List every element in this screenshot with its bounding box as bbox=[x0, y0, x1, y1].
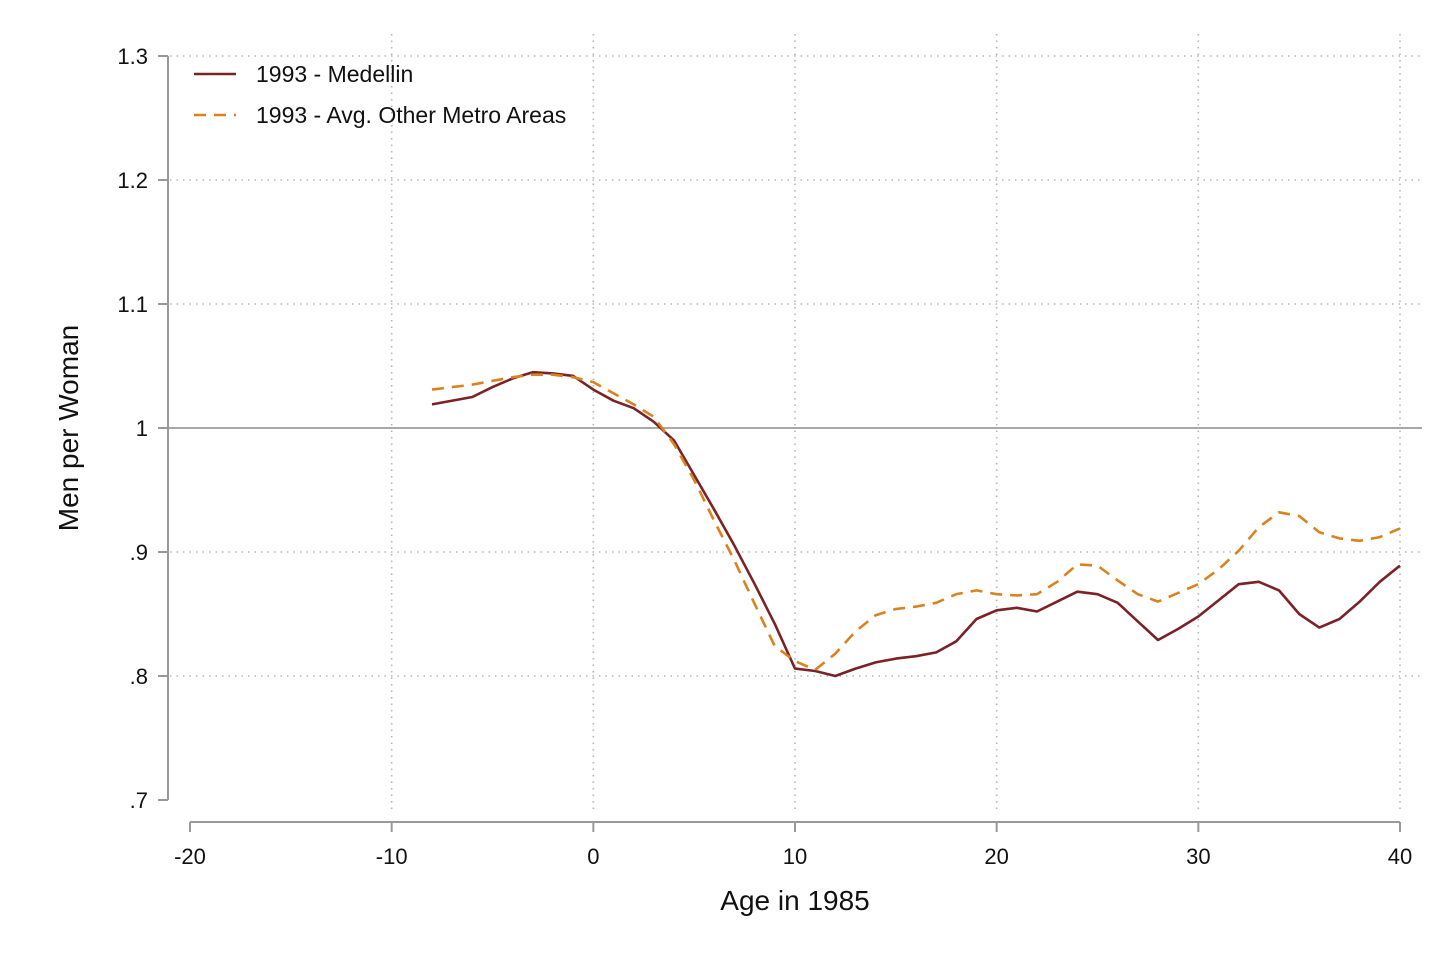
y-tick-label: .7 bbox=[130, 788, 148, 813]
x-tick-label: 0 bbox=[587, 844, 599, 869]
x-axis-title: Age in 1985 bbox=[720, 885, 869, 916]
x-tick-label: 30 bbox=[1186, 844, 1210, 869]
legend-label-other-metro-areas: 1993 - Avg. Other Metro Areas bbox=[256, 102, 566, 128]
series-line-other-metro-areas bbox=[431, 373, 1401, 672]
grid-layer bbox=[170, 34, 1422, 812]
y-tick-label: 1.3 bbox=[117, 44, 148, 69]
series-layer bbox=[431, 370, 1401, 678]
x-tick-label: -10 bbox=[376, 844, 408, 869]
x-tick-label: 40 bbox=[1388, 844, 1412, 869]
x-tick-label: -20 bbox=[174, 844, 206, 869]
y-tick-label: .8 bbox=[130, 664, 148, 689]
y-axis-title: Men per Woman bbox=[53, 325, 84, 531]
x-tick-label: 20 bbox=[984, 844, 1008, 869]
legend: 1993 - Medellin 1993 - Avg. Other Metro A… bbox=[194, 61, 566, 128]
axes: .7 .8 .9 1 1.1 1.2 1.3 -20 -10 0 10 20 30 40 bbox=[117, 44, 1412, 869]
x-tick-label: 10 bbox=[783, 844, 807, 869]
legend-label-medellin: 1993 - Medellin bbox=[256, 61, 413, 87]
y-tick-label: 1.2 bbox=[117, 168, 148, 193]
y-tick-label: 1 bbox=[136, 416, 148, 441]
y-tick-label: 1.1 bbox=[117, 292, 148, 317]
series-line-medellin bbox=[431, 370, 1401, 678]
y-tick-label: .9 bbox=[130, 540, 148, 565]
